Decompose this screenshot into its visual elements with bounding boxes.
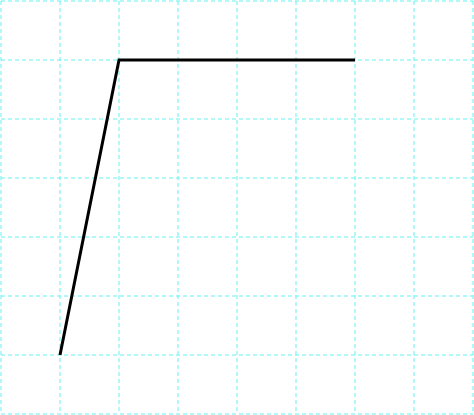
polyline-path [60,60,355,355]
